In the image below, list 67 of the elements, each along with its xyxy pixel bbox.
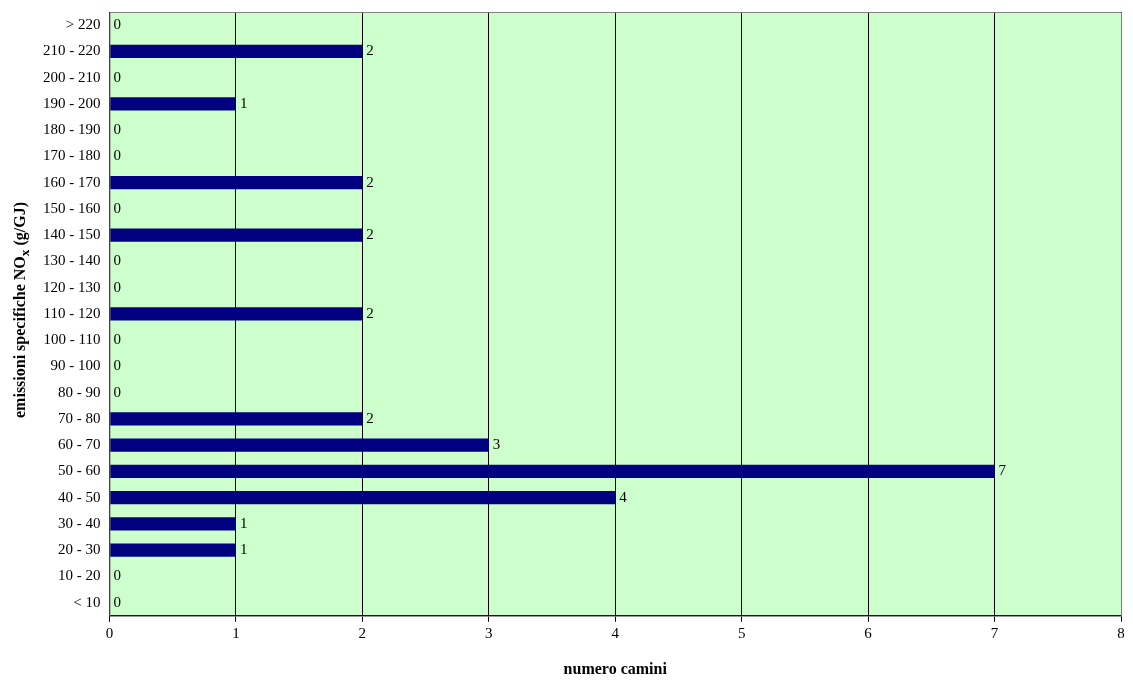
bar (110, 464, 995, 478)
x-tick-label: 2 (358, 624, 367, 641)
data-label: 1 (239, 94, 248, 111)
y-tick-label: 180 - 190 (43, 121, 101, 138)
y-tick-label: 50 - 60 (58, 462, 101, 479)
data-label: 4 (619, 488, 628, 505)
y-tick-label: 20 - 30 (58, 541, 101, 558)
bar (110, 517, 236, 531)
y-tick-label: 110 - 120 (43, 304, 101, 321)
y-tick-label: 190 - 200 (43, 94, 101, 111)
y-tick-label: 30 - 40 (58, 514, 101, 531)
data-label: 0 (113, 331, 121, 348)
data-label: 0 (113, 383, 121, 400)
bar (110, 307, 363, 321)
data-label: 0 (113, 16, 121, 33)
data-label: 0 (113, 147, 121, 164)
bar (110, 412, 363, 426)
data-label: 0 (113, 199, 121, 216)
y-tick-label: 150 - 160 (43, 199, 101, 216)
bar (110, 543, 236, 557)
y-tick-label: < 10 (73, 593, 101, 610)
x-tick-label: 4 (611, 624, 620, 641)
data-label: 2 (366, 409, 374, 426)
bar (110, 491, 616, 505)
y-tick-label: 210 - 220 (43, 42, 101, 59)
data-label: 0 (113, 567, 121, 584)
x-axis-title: numero camini (563, 659, 668, 677)
data-label: 0 (113, 357, 121, 374)
data-label: 0 (113, 68, 121, 85)
y-tick-label: 100 - 110 (43, 331, 101, 348)
x-tick-label: 6 (864, 624, 873, 641)
data-label: 2 (366, 173, 374, 190)
x-tick-label: 7 (990, 624, 999, 641)
x-tick-label: 8 (1117, 624, 1125, 641)
y-tick-label: 40 - 50 (58, 488, 101, 505)
y-tick-label: 80 - 90 (58, 383, 101, 400)
bar (110, 438, 489, 452)
data-label: 0 (113, 121, 121, 138)
bar (110, 97, 236, 111)
data-label: 3 (492, 436, 501, 453)
data-label: 0 (113, 593, 121, 610)
data-label: 1 (239, 514, 248, 531)
data-label: 2 (366, 42, 374, 59)
y-tick-label: > 220 (65, 16, 101, 33)
y-tick-label: 130 - 140 (43, 252, 101, 269)
y-tick-label: 160 - 170 (43, 173, 101, 190)
y-tick-label: 200 - 210 (43, 68, 101, 85)
y-tick-label: 170 - 180 (43, 147, 101, 164)
y-tick-label: 120 - 130 (43, 278, 101, 295)
y-tick-label: 10 - 20 (58, 567, 101, 584)
data-label: 7 (998, 462, 1007, 479)
data-label: 0 (113, 278, 121, 295)
y-tick-label: 70 - 80 (58, 409, 101, 426)
y-tick-label: 60 - 70 (58, 436, 101, 453)
data-label: 2 (366, 304, 374, 321)
data-label: 2 (366, 226, 374, 243)
data-label: 1 (239, 541, 248, 558)
bar (110, 44, 363, 58)
x-tick-label: 1 (232, 624, 240, 641)
bar (110, 228, 363, 242)
x-tick-label: 5 (737, 624, 746, 641)
x-tick-label: 3 (485, 624, 493, 641)
y-tick-label: 90 - 100 (50, 357, 101, 374)
bar (110, 176, 363, 190)
data-label: 0 (113, 252, 121, 269)
x-tick-label: 0 (105, 624, 114, 641)
y-tick-label: 140 - 150 (43, 226, 101, 243)
